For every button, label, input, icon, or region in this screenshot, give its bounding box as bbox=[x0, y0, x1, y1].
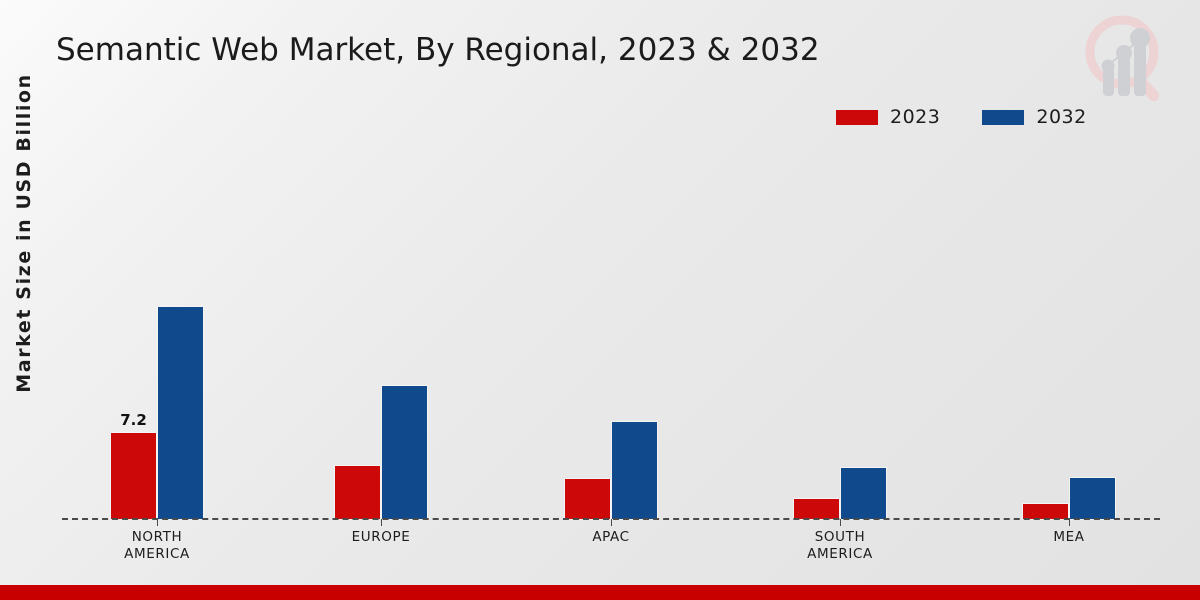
magnifier-bar-chart-logo-icon bbox=[1085, 15, 1160, 102]
x-tick-mea bbox=[1069, 519, 1070, 526]
legend-label-2023: 2023 bbox=[890, 106, 941, 128]
bar-2032-europe[interactable] bbox=[381, 385, 428, 520]
legend-label-2032: 2032 bbox=[1036, 106, 1087, 128]
bar-2032-north-america[interactable] bbox=[157, 306, 204, 520]
bar-group-mea bbox=[1022, 140, 1117, 520]
x-axis-label-europe: EUROPE bbox=[351, 529, 411, 545]
page-title: Semantic Web Market, By Regional, 2023 &… bbox=[56, 32, 820, 68]
bar-group-europe bbox=[334, 140, 429, 520]
plot-area: 7.2 bbox=[62, 140, 1160, 520]
bar-2032-mea[interactable] bbox=[1069, 477, 1116, 520]
bar-group-apac bbox=[564, 140, 659, 520]
bar-value-label-north-america-2023: 7.2 bbox=[120, 411, 147, 429]
legend-swatch-2032 bbox=[982, 109, 1025, 125]
bar-group-south-america bbox=[793, 140, 888, 520]
bar-2023-north-america[interactable]: 7.2 bbox=[110, 411, 157, 520]
x-axis-label-mea: MEA bbox=[1053, 529, 1085, 545]
bar-2023-apac[interactable] bbox=[564, 478, 611, 520]
x-tick-europe bbox=[381, 519, 382, 526]
legend-item-2023[interactable]: 2023 bbox=[836, 106, 940, 128]
bar-2023-south-america[interactable] bbox=[793, 498, 840, 520]
x-axis-label-north-america: NORTH AMERICA bbox=[124, 529, 190, 562]
legend-swatch-2023 bbox=[836, 109, 878, 125]
y-axis-title: Market Size in USD Billion bbox=[13, 73, 35, 393]
watermark-logo bbox=[1070, 8, 1180, 108]
footer-accent-bar bbox=[0, 585, 1200, 600]
x-tick-north-america bbox=[157, 519, 158, 526]
chart-legend: 2023 2032 bbox=[836, 106, 1087, 128]
x-tick-apac bbox=[611, 519, 612, 526]
bar-group-north-america: 7.2 bbox=[110, 140, 205, 520]
x-axis-label-apac: APAC bbox=[592, 529, 630, 545]
bar-2032-south-america[interactable] bbox=[840, 467, 887, 520]
x-tick-south-america bbox=[840, 519, 841, 526]
bar-2032-apac[interactable] bbox=[611, 421, 658, 520]
x-axis-label-south-america: SOUTH AMERICA bbox=[807, 529, 873, 562]
bar-2023-europe[interactable] bbox=[334, 465, 381, 520]
legend-item-2032[interactable]: 2032 bbox=[982, 106, 1086, 128]
